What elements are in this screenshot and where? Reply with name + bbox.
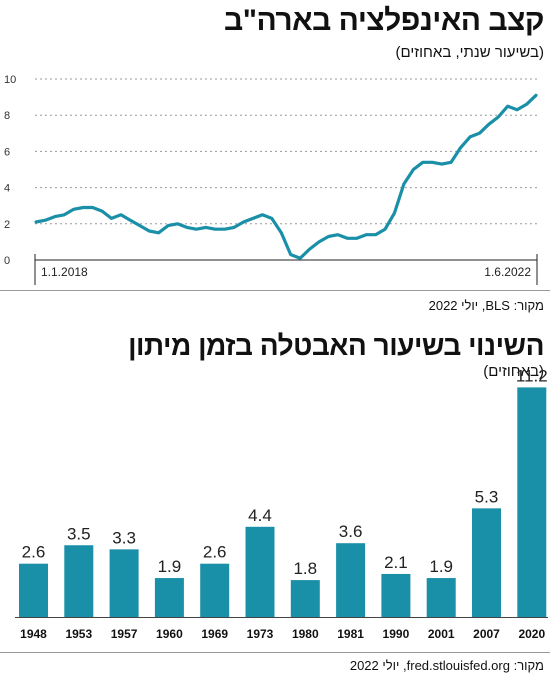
y-tick-label: 4	[4, 183, 10, 195]
inflation-chart-subtitle: (בשיעור שנתי, באחוזים)	[395, 44, 544, 61]
bar-value-label: 2.6	[22, 543, 46, 562]
bar-value-label: 4.4	[248, 506, 272, 525]
unemployment-chart-subtitle: (באחוזים)	[483, 363, 544, 380]
bar-1960	[154, 578, 184, 617]
y-tick-label: 10	[4, 74, 16, 86]
unemployment-chart-title: השינוי בשיעור האבטלה בזמן מיתון	[128, 330, 544, 361]
category-label: 1948	[20, 627, 47, 641]
bar-value-label: 3.6	[339, 522, 363, 541]
bar-value-label: 3.3	[112, 528, 136, 547]
inflation-chart-title: קצב האינפלציה בארה"ב	[224, 4, 544, 37]
y-tick-label: 0	[4, 255, 10, 267]
category-label: 1960	[156, 627, 183, 641]
category-label: 2020	[518, 627, 545, 641]
inflation-chart-panel: קצב האינפלציה בארה"ב (בשיעור שנתי, באחוז…	[0, 0, 550, 318]
unemployment-bar-chart: 2.6 1948 3.5 1953 3.3 1957 1.9 1960 2.6 1969 4.4 19…	[15, 366, 548, 641]
bar-1973	[245, 526, 275, 617]
category-label: 1969	[201, 627, 228, 641]
category-label: 1957	[111, 627, 138, 641]
category-label: 2001	[428, 627, 455, 641]
bar-1948	[19, 563, 48, 617]
y-tick-label: 6	[4, 146, 10, 158]
end-date-label: 1.6.2022	[484, 265, 531, 279]
y-tick-label: 8	[4, 110, 10, 122]
inflation-series-line	[34, 93, 538, 260]
bar-value-label: 11.2	[516, 366, 548, 385]
bar-1957	[109, 549, 139, 617]
category-label: 1980	[292, 627, 319, 641]
bar-1980	[290, 580, 320, 617]
inflation-chart-source: מקור: BLS, יולי 2022	[428, 298, 544, 313]
category-label: 1981	[337, 627, 364, 641]
start-date-label: 1.1.2018	[41, 265, 88, 279]
category-label: 1973	[247, 627, 274, 641]
bar-2020	[517, 387, 547, 617]
unemployment-chart-panel: השינוי בשיעור האבטלה בזמן מיתון (באחוזים…	[0, 330, 550, 676]
bar-value-label: 1.9	[158, 557, 182, 576]
unemployment-chart-divider	[0, 652, 550, 653]
bar-1953	[64, 545, 94, 617]
category-label: 1990	[383, 627, 410, 641]
inflation-chart-divider	[0, 290, 550, 291]
bar-1990	[381, 573, 411, 617]
category-label: 2007	[473, 627, 500, 641]
bar-value-label: 1.8	[293, 559, 317, 578]
bar-2007	[472, 508, 501, 617]
bar-value-label: 2.6	[203, 543, 227, 562]
bar-value-label: 5.3	[475, 487, 499, 506]
bar-2001	[426, 578, 456, 617]
category-label: 1953	[65, 627, 92, 641]
inflation-line-chart: 0 2 4 6 8 10 1.1.2018 1.6.2022	[4, 74, 538, 285]
bar-value-label: 2.1	[384, 553, 408, 572]
bar-1981	[336, 543, 366, 617]
y-tick-label: 2	[4, 219, 10, 231]
bar-value-label: 1.9	[429, 557, 453, 576]
unemployment-chart-source: מקור: fred.stlouisfed.org, יולי 2022	[349, 658, 544, 673]
bar-value-label: 3.5	[67, 524, 91, 543]
bar-1969	[200, 563, 230, 617]
